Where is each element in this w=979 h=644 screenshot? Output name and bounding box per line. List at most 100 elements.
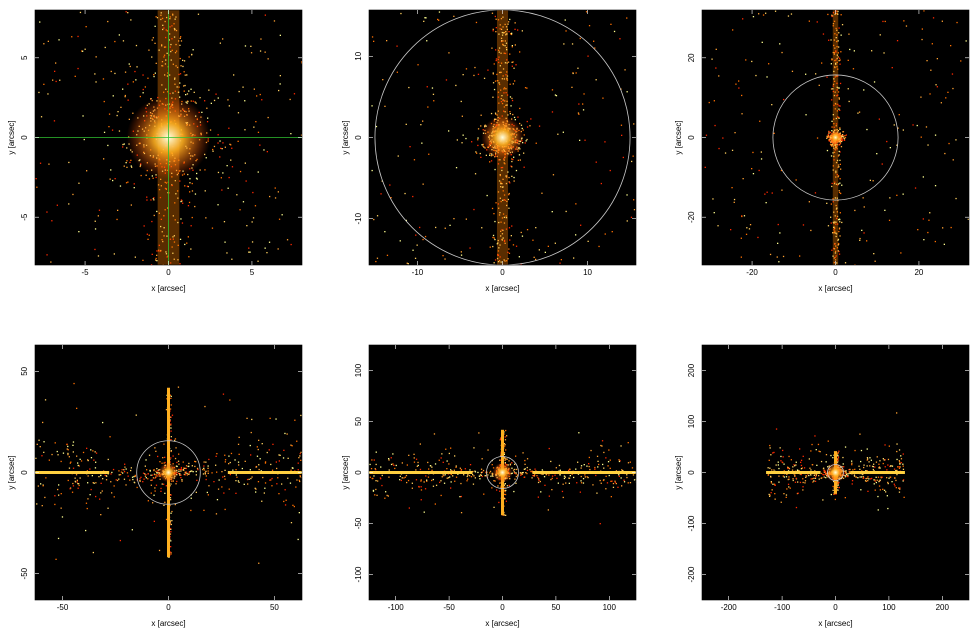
speckle bbox=[785, 476, 788, 478]
speckle bbox=[163, 227, 165, 229]
speckle bbox=[492, 236, 494, 239]
speckle bbox=[77, 464, 79, 467]
speckle bbox=[169, 551, 171, 553]
speckle bbox=[426, 86, 428, 88]
speckle bbox=[202, 473, 205, 475]
speckle bbox=[180, 474, 182, 476]
speckle bbox=[513, 67, 515, 69]
speckle bbox=[253, 88, 255, 90]
speckle bbox=[498, 82, 500, 84]
speckle bbox=[147, 478, 149, 480]
speckle bbox=[170, 395, 172, 397]
speckle bbox=[92, 450, 94, 452]
speckle bbox=[408, 507, 410, 509]
speckle bbox=[878, 480, 880, 483]
speckle bbox=[445, 448, 447, 450]
speckle bbox=[421, 142, 423, 144]
speckle bbox=[520, 231, 522, 234]
speckle bbox=[884, 20, 886, 23]
speckle bbox=[125, 182, 128, 184]
speckle bbox=[497, 19, 500, 21]
speckle bbox=[443, 475, 445, 477]
speckle bbox=[780, 455, 782, 458]
speckle bbox=[896, 412, 898, 414]
speckle bbox=[256, 455, 259, 457]
speckle bbox=[833, 159, 835, 161]
speckle bbox=[166, 52, 168, 54]
speckle bbox=[249, 251, 251, 253]
speckle bbox=[420, 479, 422, 481]
speckle bbox=[504, 443, 506, 446]
speckle bbox=[172, 238, 174, 240]
speckle bbox=[135, 414, 137, 416]
speckle bbox=[508, 194, 510, 196]
speckle bbox=[506, 175, 508, 177]
speckle bbox=[455, 167, 458, 169]
speckle bbox=[159, 196, 162, 199]
speckle bbox=[839, 63, 841, 65]
speckle bbox=[495, 27, 497, 29]
speckle bbox=[610, 480, 612, 482]
speckle bbox=[244, 100, 246, 102]
speckle bbox=[718, 75, 720, 77]
x-axis-label: x [arcsec] bbox=[151, 284, 185, 293]
speckle bbox=[835, 63, 837, 65]
speckle bbox=[194, 205, 196, 208]
speckle bbox=[144, 86, 146, 88]
speckle bbox=[92, 551, 94, 554]
speckle bbox=[170, 540, 172, 542]
speckle bbox=[179, 263, 181, 265]
speckle bbox=[835, 204, 837, 207]
speckle bbox=[502, 213, 505, 215]
speckle bbox=[851, 460, 853, 462]
speckle bbox=[237, 112, 240, 114]
speckle bbox=[486, 194, 488, 197]
speckle bbox=[195, 491, 197, 493]
speckle bbox=[245, 180, 247, 182]
speckle bbox=[834, 76, 836, 78]
speckle bbox=[836, 29, 838, 31]
speckle bbox=[832, 114, 834, 116]
speckle bbox=[558, 464, 561, 467]
core-glow bbox=[481, 116, 524, 159]
speckle bbox=[440, 494, 442, 497]
speckle bbox=[494, 15, 496, 18]
speckle bbox=[499, 459, 501, 461]
speckle bbox=[160, 14, 162, 16]
speckle bbox=[156, 17, 159, 19]
speckle bbox=[466, 480, 468, 482]
speckle bbox=[127, 181, 129, 183]
speckle bbox=[834, 181, 836, 183]
speckle bbox=[499, 71, 501, 74]
speckle bbox=[167, 72, 169, 74]
speckle bbox=[375, 488, 377, 491]
speckle bbox=[834, 91, 836, 93]
speckle bbox=[837, 250, 839, 252]
speckle bbox=[224, 241, 226, 243]
speckle bbox=[44, 399, 47, 401]
speckle bbox=[466, 475, 468, 478]
speckle bbox=[161, 239, 163, 241]
speckle bbox=[116, 114, 118, 117]
speckle bbox=[164, 456, 166, 458]
speckle bbox=[845, 473, 848, 476]
speckle bbox=[936, 58, 938, 60]
speckle bbox=[493, 480, 495, 482]
speckle bbox=[169, 16, 171, 18]
speckle bbox=[838, 250, 840, 253]
speckle bbox=[485, 154, 487, 156]
speckle bbox=[929, 212, 931, 214]
speckle bbox=[538, 249, 540, 251]
speckle bbox=[542, 473, 544, 475]
speckle bbox=[498, 56, 500, 58]
speckle bbox=[579, 139, 581, 141]
speckle bbox=[584, 139, 586, 141]
speckle bbox=[504, 260, 506, 262]
speckle bbox=[804, 480, 807, 482]
speckle bbox=[424, 17, 426, 19]
speckle bbox=[160, 490, 162, 492]
speckle bbox=[867, 458, 869, 460]
speckle bbox=[503, 87, 506, 89]
speckle bbox=[877, 495, 879, 498]
speckle bbox=[851, 464, 853, 466]
